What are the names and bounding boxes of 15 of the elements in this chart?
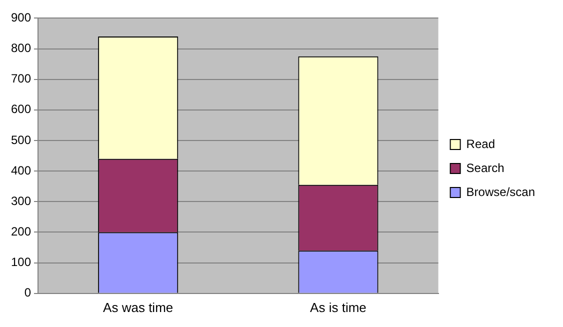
y-tick-label: 700 [10, 72, 32, 86]
y-tick-label: 500 [10, 132, 32, 147]
y-tick-label: 100 [10, 255, 32, 270]
legend-label: Read [466, 136, 495, 151]
y-tick-label: 600 [10, 102, 32, 116]
y-tick-label: 0 [24, 286, 32, 300]
y-tick-label: 800 [10, 41, 32, 56]
y-tick-label: 200 [10, 224, 32, 239]
legend-label: Browse/scan [466, 184, 536, 199]
y-tick-label: 900 [10, 10, 32, 25]
y-tick-label: 400 [10, 163, 32, 178]
x-tick-label: As is time [310, 300, 366, 315]
x-tick-label: As was time [103, 300, 174, 315]
y-tick-label: 300 [10, 194, 32, 208]
legend-label: Search [466, 160, 504, 175]
